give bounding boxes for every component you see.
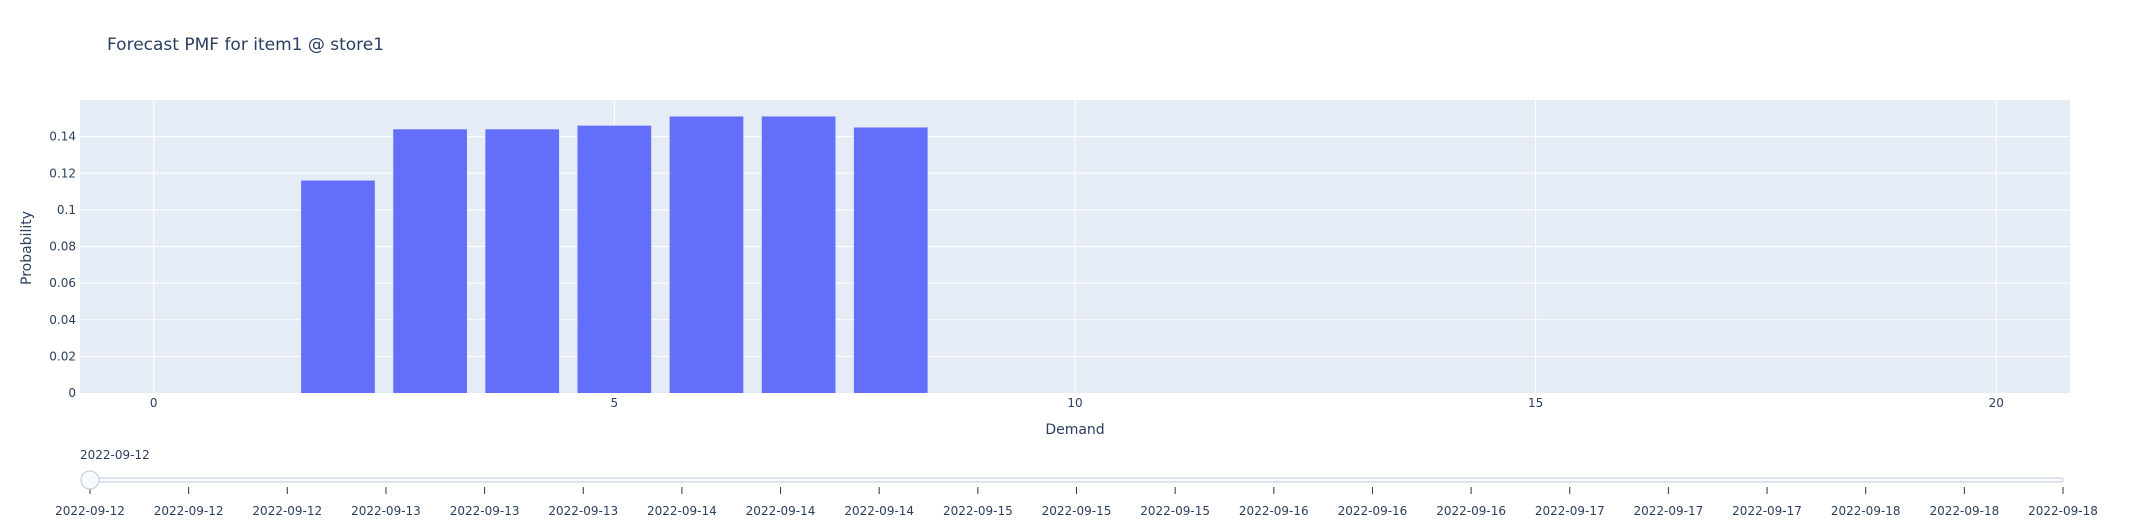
bar[interactable]	[301, 180, 375, 393]
slider-step-label[interactable]: 2022-09-17	[1634, 504, 1704, 518]
x-tick-label: 0	[150, 396, 158, 410]
slider-step-label[interactable]: 2022-09-17	[1732, 504, 1802, 518]
slider-step-label[interactable]: 2022-09-16	[1436, 504, 1506, 518]
date-slider[interactable]: 2022-09-12 2022-09-12 2022-09-12 2022-09-1…	[55, 448, 2098, 518]
slider-current-value: 2022-09-12	[80, 448, 150, 462]
y-tick-label: 0.1	[57, 203, 76, 217]
x-tick-label: 5	[611, 396, 619, 410]
x-axis-ticks: 0 5 10 15 20	[150, 396, 2004, 410]
slider-step-label[interactable]: 2022-09-15	[1042, 504, 1112, 518]
y-tick-label: 0.06	[49, 276, 76, 290]
slider-step-label[interactable]: 2022-09-18	[1831, 504, 1901, 518]
slider-step-label[interactable]: 2022-09-17	[1535, 504, 1605, 518]
slider-ticks: 2022-09-12 2022-09-12 2022-09-12 2022-09-13…	[55, 487, 2098, 518]
bar[interactable]	[577, 125, 652, 393]
y-tick-label: 0.08	[49, 240, 76, 254]
y-tick-label: 0.04	[49, 313, 76, 327]
slider-step-label[interactable]: 2022-09-13	[450, 504, 520, 518]
y-axis-ticks: 0 0.02 0.04 0.06 0.08 0.1 0.12 0.14	[49, 130, 76, 400]
slider-step-label[interactable]: 2022-09-16	[1239, 504, 1309, 518]
slider-step-label[interactable]: 2022-09-13	[548, 504, 618, 518]
x-tick-label: 15	[1528, 396, 1543, 410]
bar[interactable]	[393, 129, 467, 394]
slider-step-label[interactable]: 2022-09-12	[252, 504, 322, 518]
bar[interactable]	[761, 116, 836, 393]
y-tick-label: 0.12	[49, 166, 76, 180]
x-axis-title: Demand	[1045, 422, 1104, 438]
y-tick-label: 0.02	[49, 349, 76, 363]
bar[interactable]	[669, 116, 744, 393]
bar-series	[301, 116, 928, 394]
slider-step-label[interactable]: 2022-09-15	[943, 504, 1013, 518]
slider-step-label[interactable]: 2022-09-12	[154, 504, 224, 518]
slider-step-label[interactable]: 2022-09-14	[647, 504, 717, 518]
slider-step-label[interactable]: 2022-09-12	[55, 504, 125, 518]
slider-handle[interactable]	[80, 470, 100, 490]
y-axis-title: Probability	[19, 211, 35, 285]
slider-step-label[interactable]: 2022-09-14	[844, 504, 914, 518]
y-tick-label: 0	[68, 386, 76, 400]
chart-title: Forecast PMF for item1 @ store1	[107, 35, 384, 55]
slider-step-label[interactable]: 2022-09-13	[351, 504, 421, 518]
slider-step-label[interactable]: 2022-09-14	[746, 504, 816, 518]
bar[interactable]	[853, 127, 928, 393]
x-tick-label: 10	[1067, 396, 1082, 410]
slider-step-label[interactable]: 2022-09-18	[2028, 504, 2098, 518]
slider-step-label[interactable]: 2022-09-16	[1338, 504, 1408, 518]
x-tick-label: 20	[1989, 396, 2004, 410]
slider-rail[interactable]	[89, 477, 2064, 483]
slider-step-label[interactable]: 2022-09-15	[1140, 504, 1210, 518]
y-tick-label: 0.14	[49, 130, 76, 144]
plot-area	[80, 100, 2070, 394]
slider-step-label[interactable]: 2022-09-18	[1929, 504, 1999, 518]
bar[interactable]	[485, 129, 560, 394]
